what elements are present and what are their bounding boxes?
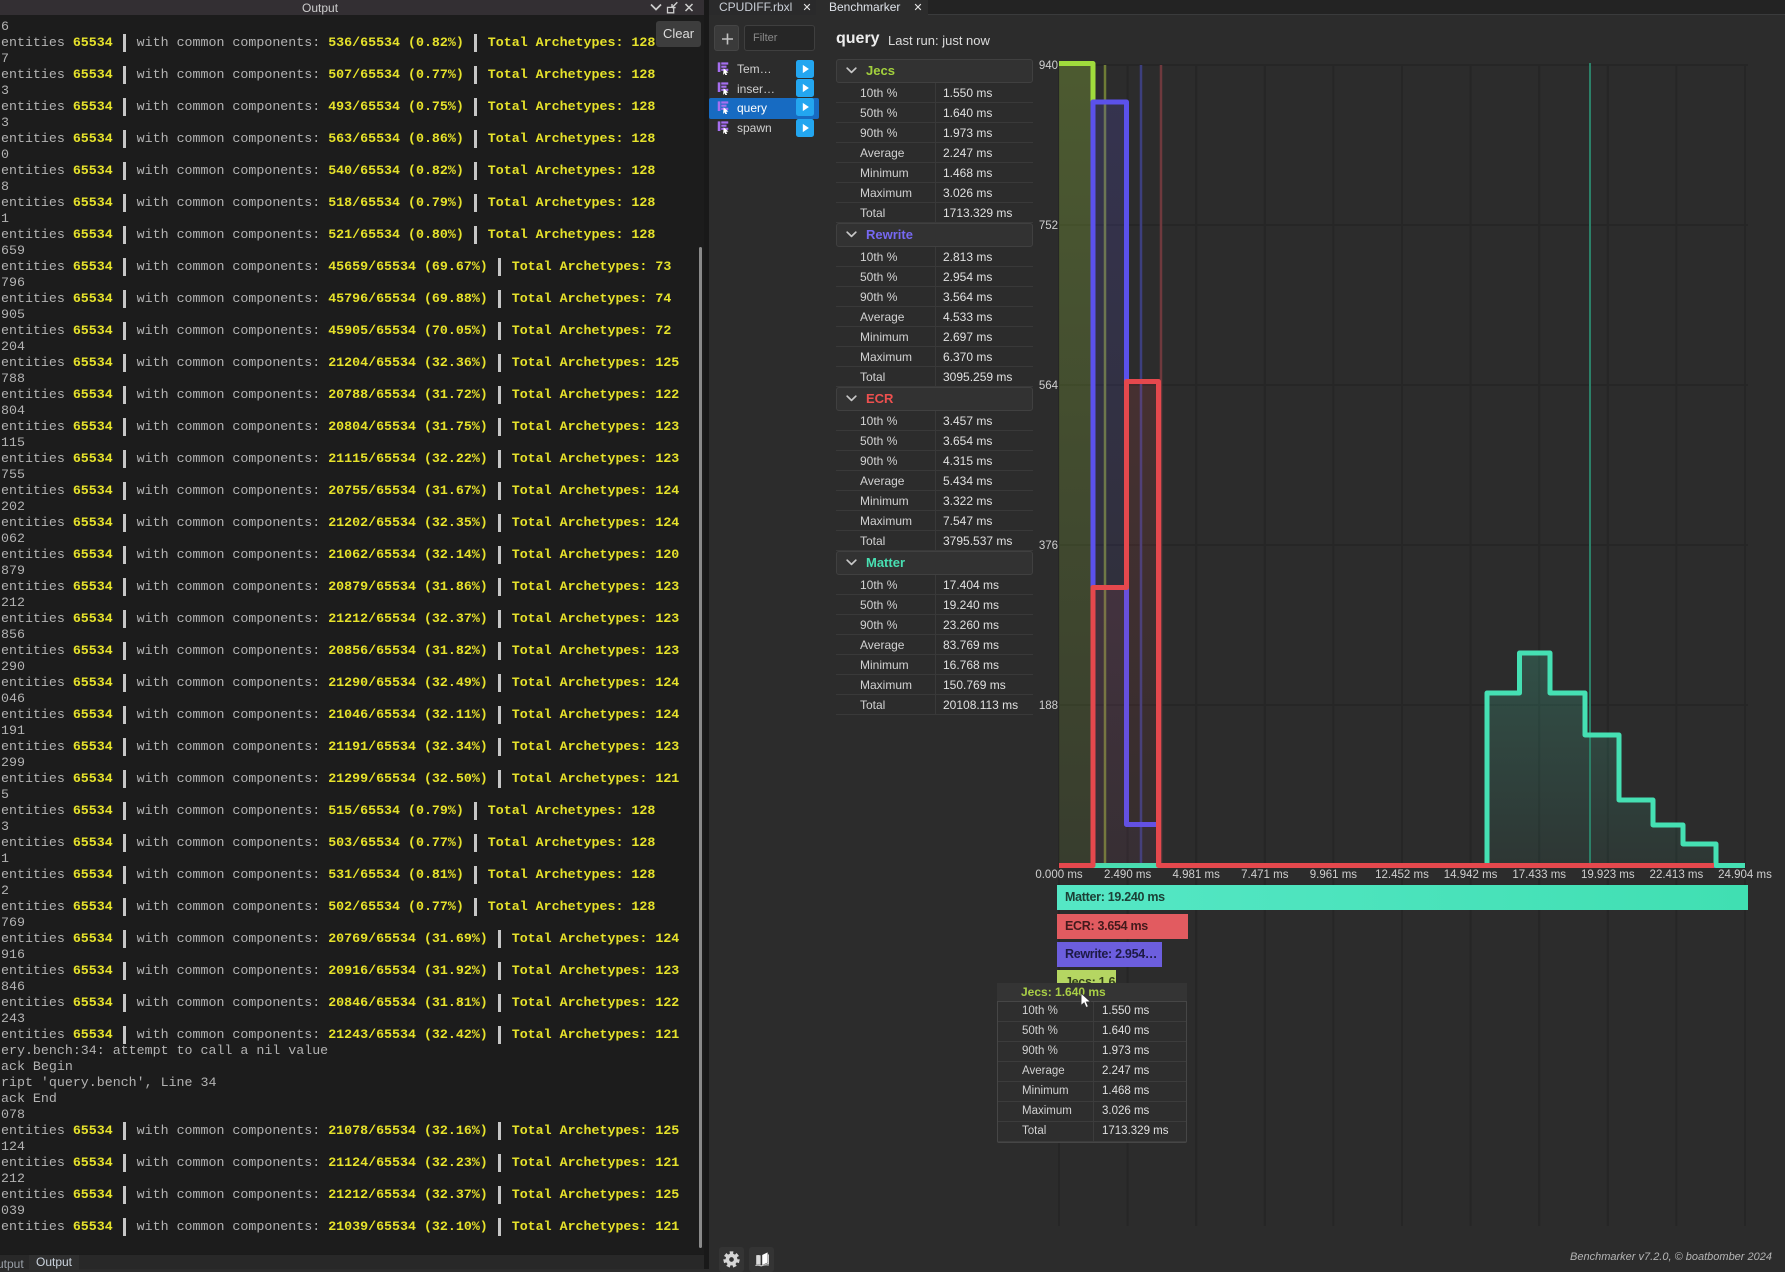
svg-text:24.904 ms: 24.904 ms: [1718, 869, 1772, 881]
svg-text:752: 752: [1039, 220, 1058, 232]
svg-text:17.433 ms: 17.433 ms: [1512, 869, 1566, 881]
svg-text:188: 188: [1039, 700, 1058, 712]
svg-text:564: 564: [1039, 380, 1059, 392]
svg-text:12.452 ms: 12.452 ms: [1375, 869, 1429, 881]
svg-text:940: 940: [1039, 60, 1058, 72]
svg-text:7.471 ms: 7.471 ms: [1241, 869, 1289, 881]
svg-text:2.490 ms: 2.490 ms: [1104, 869, 1152, 881]
svg-text:0.000 ms: 0.000 ms: [1035, 869, 1083, 881]
svg-text:376: 376: [1039, 540, 1058, 552]
svg-text:14.942 ms: 14.942 ms: [1444, 869, 1498, 881]
svg-text:19.923 ms: 19.923 ms: [1581, 869, 1635, 881]
svg-text:4.981 ms: 4.981 ms: [1173, 869, 1221, 881]
svg-text:9.961 ms: 9.961 ms: [1310, 869, 1358, 881]
svg-text:22.413 ms: 22.413 ms: [1650, 869, 1704, 881]
